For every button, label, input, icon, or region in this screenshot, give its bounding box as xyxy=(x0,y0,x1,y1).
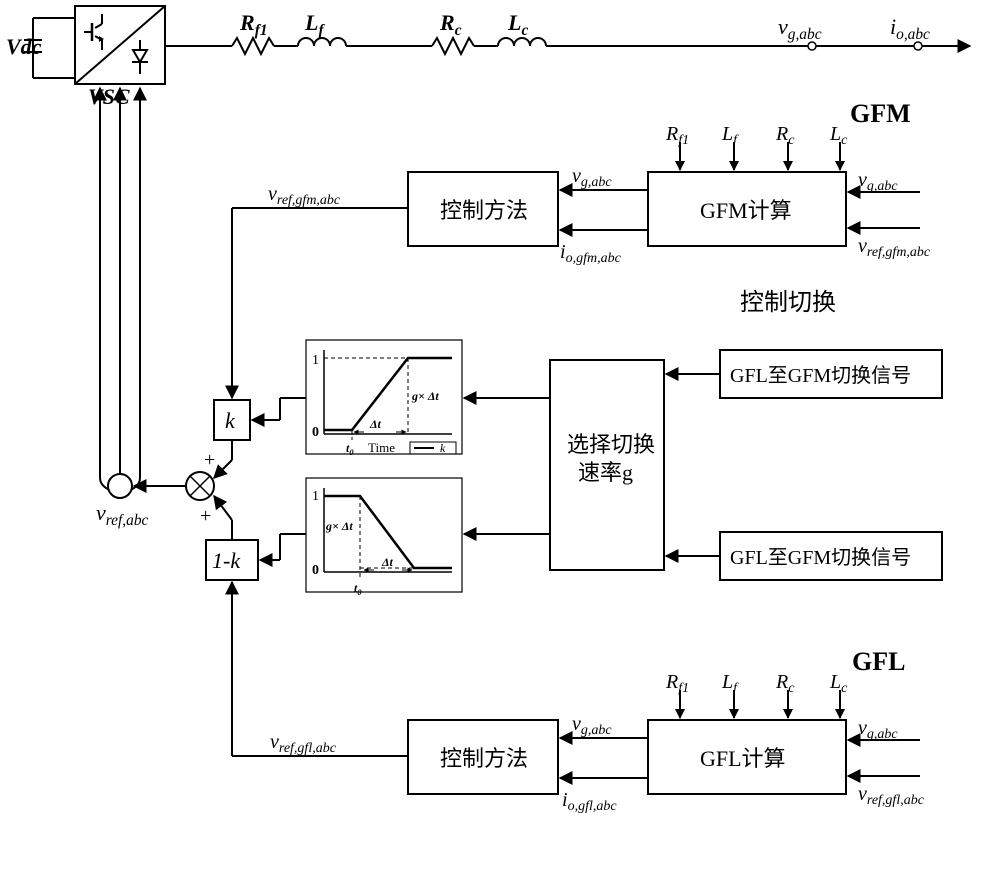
vsc-label: VSC xyxy=(88,84,130,109)
gfm-ctrl-label: 控制方法 xyxy=(440,198,528,223)
vg-abc-label: vg,abc xyxy=(778,14,822,43)
svg-text:io,gfm,abc: io,gfm,abc xyxy=(560,241,622,266)
lc-inductor xyxy=(498,38,546,46)
svg-text:vg,abc: vg,abc xyxy=(858,717,898,742)
gfm-title: GFM xyxy=(850,99,911,128)
svg-text:速率g: 速率g xyxy=(578,460,633,485)
svg-text:+: + xyxy=(204,449,215,471)
svg-text:1: 1 xyxy=(312,489,319,504)
svg-text:+: + xyxy=(200,505,211,527)
gfm-calc-label: GFM计算 xyxy=(700,198,792,223)
svg-text:Δt: Δt xyxy=(381,555,394,569)
svg-text:Rc: Rc xyxy=(775,123,795,148)
svg-text:io,gfl,abc: io,gfl,abc xyxy=(562,789,617,814)
svg-text:0: 0 xyxy=(312,425,319,440)
svg-text:k: k xyxy=(225,408,236,433)
gfl-param-arrows xyxy=(680,690,840,718)
svg-text:0: 0 xyxy=(312,563,319,578)
lf-label: Lf xyxy=(304,10,325,39)
lf-inductor xyxy=(298,38,346,46)
svg-text:t0: t0 xyxy=(346,441,354,457)
summing-junction xyxy=(186,472,214,500)
vg-node xyxy=(808,42,816,50)
svg-text:vref,gfm,abc: vref,gfm,abc xyxy=(858,235,931,260)
svg-text:k: k xyxy=(440,441,446,455)
sum-to-vsc xyxy=(108,474,132,498)
svg-text:Rf1: Rf1 xyxy=(665,123,689,148)
gfl-title: GFL xyxy=(852,647,905,676)
rc-label: Rc xyxy=(439,10,462,39)
gfl-calc-label: GFL计算 xyxy=(700,746,786,771)
svg-text:GFL至GFM切换信号: GFL至GFM切换信号 xyxy=(730,364,911,387)
rc-resistor xyxy=(432,38,474,54)
svg-text:vg,abc: vg,abc xyxy=(572,165,612,190)
svg-text:vref,gfl,abc: vref,gfl,abc xyxy=(858,783,925,808)
svg-text:Rf1: Rf1 xyxy=(665,671,689,696)
vdc-label: Vdc xyxy=(6,34,42,59)
svg-text:g× Δt: g× Δt xyxy=(325,519,353,533)
svg-text:1-k: 1-k xyxy=(212,548,241,573)
lc-label: Lc xyxy=(507,10,528,39)
vsc-input-arrows xyxy=(100,88,140,492)
rf1-label: Rf1 xyxy=(239,10,268,39)
svg-text:g× Δt: g× Δt xyxy=(411,389,439,403)
svg-text:Lf: Lf xyxy=(721,671,739,696)
svg-text:vg,abc: vg,abc xyxy=(572,713,612,738)
svg-text:Time: Time xyxy=(368,440,395,455)
svg-text:Δt: Δt xyxy=(369,417,382,431)
svg-text:vg,abc: vg,abc xyxy=(858,169,898,194)
svg-text:1: 1 xyxy=(312,353,319,368)
gfm-param-arrows xyxy=(680,142,840,170)
ramp-down-plot: 1 0 t0 Δt g× Δt xyxy=(306,478,462,597)
svg-text:Lc: Lc xyxy=(829,671,848,696)
svg-text:Lf: Lf xyxy=(721,123,739,148)
vref-abc-label: vref,abc xyxy=(96,500,149,529)
svg-text:GFL至GFM切换信号: GFL至GFM切换信号 xyxy=(730,546,911,569)
svg-text:Lc: Lc xyxy=(829,123,848,148)
switch-title: 控制切换 xyxy=(740,289,836,316)
svg-text:t0: t0 xyxy=(354,581,362,597)
vref-gfm-label: vref,gfm,abc xyxy=(268,183,341,208)
svg-text:Rc: Rc xyxy=(775,671,795,696)
gfl-ctrl-label: 控制方法 xyxy=(440,746,528,771)
ramp-up-plot: 1 0 t0 Δt g× Δt Time k xyxy=(306,340,462,457)
vref-gfl-label: vref,gfl,abc xyxy=(270,731,337,756)
io-abc-label: io,abc xyxy=(890,14,930,43)
rf1-resistor xyxy=(232,38,274,54)
vsc-block xyxy=(75,6,165,84)
svg-text:选择切换: 选择切换 xyxy=(567,432,655,457)
io-node xyxy=(914,42,922,50)
